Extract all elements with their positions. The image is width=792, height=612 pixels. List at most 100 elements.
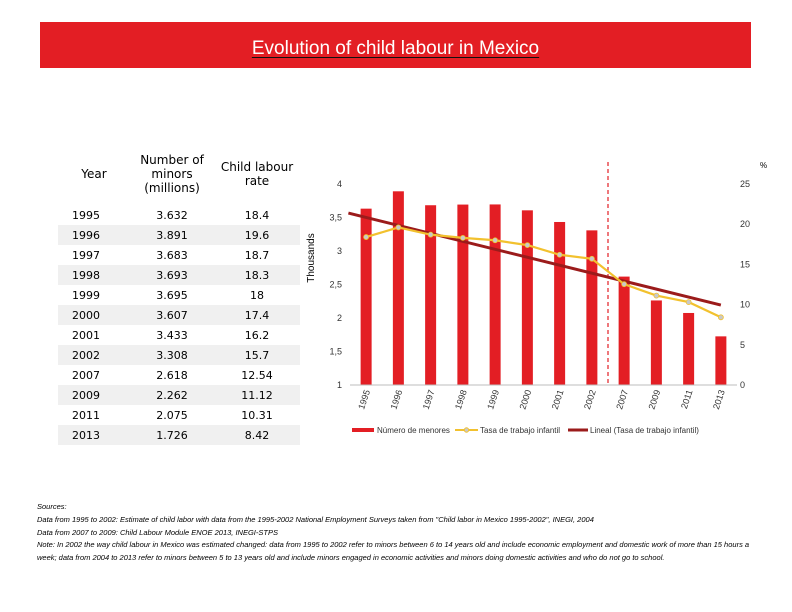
y-tick-label: 1,5 [329,347,342,357]
cell-minors: 1.726 [130,425,214,445]
x-tick-label: 1999 [485,389,501,411]
trendline-group [348,211,722,307]
x-tick-label: 1995 [356,389,372,411]
data-table: Year Number of minors (millions) Child l… [58,143,300,445]
bar-1999 [489,204,501,385]
table-row: 2009 2.262 11.12 [58,385,300,405]
bar-2002 [586,230,598,385]
x-tick-label: 1998 [453,389,469,411]
legend-marker-rate [463,427,470,433]
column-header-year: Year [58,143,130,205]
page-title: Evolution of child labour in Mexico [251,38,540,59]
cell-year: 2007 [58,365,130,385]
bar-1997 [425,205,437,385]
table-row: 1995 3.632 18.4 [58,205,300,225]
cell-minors: 3.695 [130,285,214,305]
cell-rate: 8.42 [214,425,300,445]
x-tick-label: 2009 [647,389,663,411]
table-row: 1998 3.693 18.3 [58,265,300,285]
notes-heading: Sources: [37,502,67,511]
cell-minors: 2.262 [130,385,214,405]
y-axis-label: Thousands [306,233,317,282]
cell-year: 1996 [58,225,130,245]
rate-point-1995 [363,234,370,240]
rate-point-2001 [556,251,563,258]
rate-point-2007 [621,281,628,288]
table-row: 2001 3.433 16.2 [58,325,300,345]
x-tick-label: 1997 [421,389,437,411]
bar-2009 [650,300,662,385]
rate-point-1997 [427,231,434,238]
rate-line-group [363,224,724,321]
legend-swatch-bars [352,428,374,432]
cell-year: 2002 [58,345,130,365]
rate-point-1996 [395,224,402,231]
y-tick-label: 3,5 [329,213,342,223]
rate-point-2013 [717,314,724,321]
cell-rate: 18.4 [214,205,300,225]
cell-minors: 3.891 [130,225,214,245]
y2-tick-label: 20 [740,219,750,229]
trendline [348,211,722,307]
y-tick-label: 1 [337,380,342,390]
cell-minors: 3.683 [130,245,214,265]
table-row: 1996 3.891 19.6 [58,225,300,245]
cell-minors: 3.433 [130,325,214,345]
cell-minors: 2.075 [130,405,214,425]
y2-tick-label: 5 [740,340,745,350]
x-tick-label: 2000 [518,389,534,411]
legend: Número de menores Tasa de trabajo infanti… [352,426,699,435]
y-tick-label: 2 [337,313,342,323]
cell-rate: 18 [214,285,300,305]
cell-minors: 3.308 [130,345,214,365]
rate-point-1999 [492,237,499,244]
x-tick-label: 2013 [711,389,727,411]
y-tick-label: 2,5 [329,280,342,290]
cell-minors: 3.607 [130,305,214,325]
notes-line: Data from 2007 to 2009: Child Labour Mod… [37,527,278,537]
cell-rate: 11.12 [214,385,300,405]
cell-minors: 2.618 [130,365,214,385]
x-tick-label: 2007 [614,389,630,411]
notes-line: Note: In 2002 the way child labour in Me… [37,540,750,563]
bar-1998 [457,204,469,385]
x-tick-label: 1996 [389,389,405,411]
x-axis-ticks: 1995 1996 1997 1998 1999 2000 2001 2002 2007 2009… [356,389,726,411]
y2-axis-label: % [760,161,767,170]
table-body: 1995 3.632 18.4 1996 3.891 19.6 1997 3.683 18.7 1… [58,205,300,445]
x-tick-label: 2001 [550,389,566,411]
cell-rate: 18.3 [214,265,300,285]
bar-1996 [392,191,404,385]
cell-minors: 3.693 [130,265,214,285]
cell-year: 2011 [58,405,130,425]
bar-2007 [618,276,630,385]
x-tick-label: 2011 [679,389,694,411]
title-banner: Evolution of child labour in Mexico [40,22,751,68]
table-row: 2013 1.726 8.42 [58,425,300,445]
rate-point-2002 [588,255,595,262]
rate-point-2011 [685,299,692,306]
cell-year: 2013 [58,425,130,445]
cell-year: 2009 [58,385,130,405]
cell-minors: 3.632 [130,205,214,225]
cell-year: 1999 [58,285,130,305]
rate-point-2009 [653,292,660,299]
bar-2013 [715,336,727,385]
table-row: 2002 3.308 15.7 [58,345,300,365]
y2-tick-label: 15 [740,259,750,269]
cell-rate: 10.31 [214,405,300,425]
cell-year: 2000 [58,305,130,325]
table-header-row: Year Number of minors (millions) Child l… [58,143,300,205]
cell-year: 2001 [58,325,130,345]
y-tick-label: 3 [337,246,342,256]
cell-rate: 19.6 [214,225,300,245]
table-row: 1997 3.683 18.7 [58,245,300,265]
cell-year: 1997 [58,245,130,265]
rate-point-2000 [524,242,531,249]
legend-label-trend: Lineal (Tasa de trabajo infantil) [590,426,699,435]
table-row: 2000 3.607 17.4 [58,305,300,325]
table-row: 1999 3.695 18 [58,285,300,305]
right-axis-ticks: 0 5 10 15 20 25 [740,179,750,390]
y2-tick-label: 10 [740,300,750,310]
